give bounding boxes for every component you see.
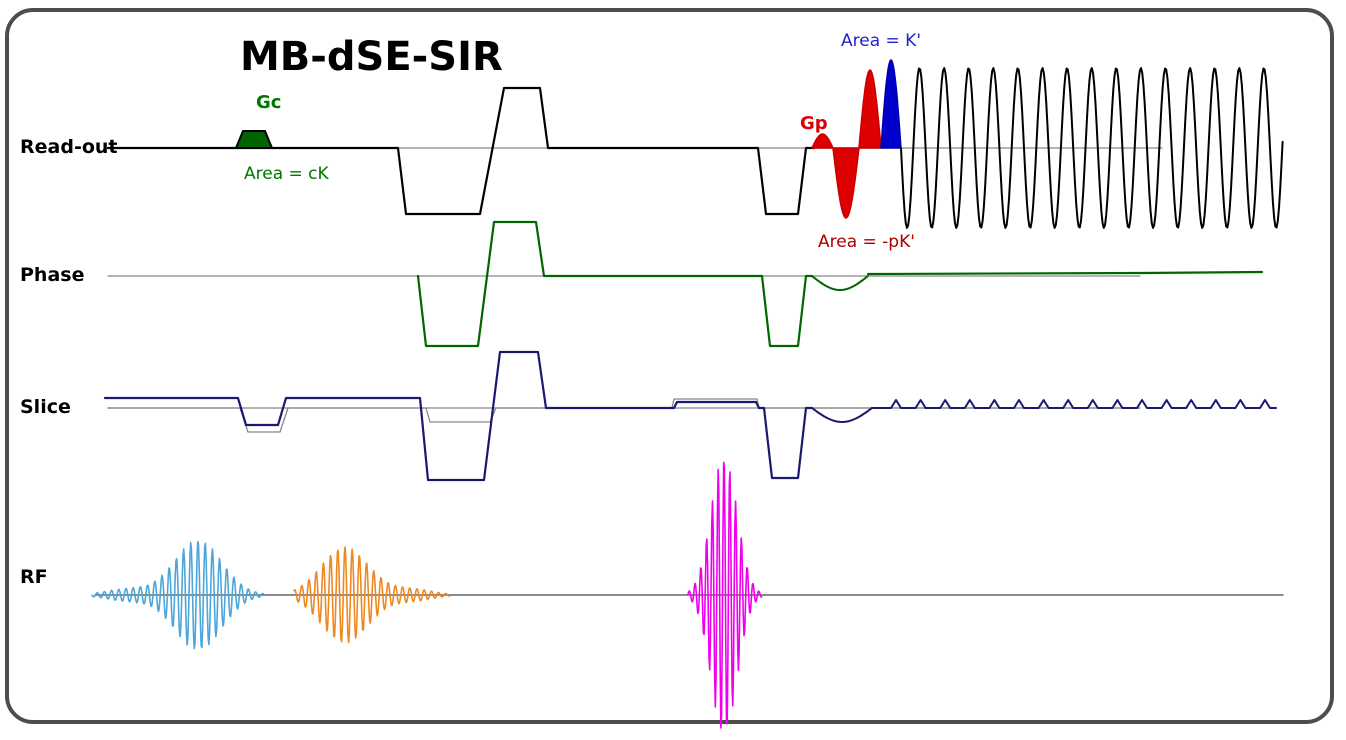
slice-secondary-gradient xyxy=(107,398,1141,433)
rf-refocus-pulse-2 xyxy=(687,461,763,729)
gc-trapezoid xyxy=(235,130,273,149)
phase-rewinder-bump xyxy=(811,275,869,291)
slice-rewinder-bump xyxy=(811,407,873,423)
area-ck-annotation: Area = cK xyxy=(244,164,329,184)
rf-excitation-pulse xyxy=(91,541,265,650)
readout-gradients xyxy=(106,86,816,216)
row-label-phase: Phase xyxy=(20,264,85,286)
slice-blips xyxy=(871,399,1277,409)
diagram-title: MB-dSE-SIR xyxy=(240,34,503,80)
gp-blip xyxy=(811,133,834,149)
red-lobe-down xyxy=(832,147,860,219)
gp-annotation: Gp xyxy=(800,113,828,134)
slice-gradients xyxy=(103,350,814,482)
blue-lobe xyxy=(880,59,902,149)
phase-gradients xyxy=(416,220,814,348)
phase-accumulation-line xyxy=(866,270,1264,276)
diagram-border-frame xyxy=(5,8,1334,724)
row-label-readout: Read-out xyxy=(20,136,118,158)
area-pk-annotation: Area = -pK' xyxy=(818,232,915,252)
row-label-rf: RF xyxy=(20,566,48,588)
rf-refocus-pulse-1 xyxy=(293,546,451,644)
area-k-annotation: Area = K' xyxy=(841,31,921,51)
red-lobe-up xyxy=(858,69,882,149)
epi-readout-train xyxy=(900,67,1284,229)
row-label-slice: Slice xyxy=(20,396,71,418)
gc-annotation: Gc xyxy=(256,92,282,113)
